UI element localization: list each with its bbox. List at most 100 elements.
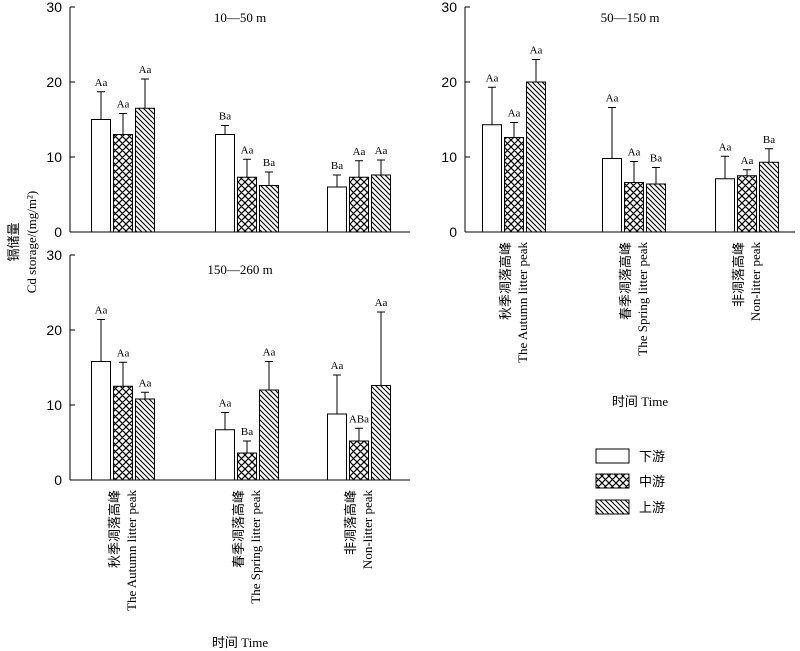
y-tick-label: 20 [441, 74, 457, 90]
y-axis-title-en: Cd storage/(mg/m²) [24, 191, 39, 293]
bar [737, 175, 757, 233]
chart-panel-bottom-left: 0 10 20 30 150—260 m Aa Aa Aa Aa Ba ABa Aa Aa Aa [46, 247, 410, 488]
legend-swatch [595, 499, 630, 515]
bar [113, 134, 133, 233]
category-label-bottom-left: 非凋落高峰 Non-litter peak [343, 490, 375, 570]
significance-label: Aa [606, 93, 619, 105]
significance-label: Aa [263, 347, 276, 359]
y-tick-label: 10 [441, 149, 457, 165]
bar [135, 107, 155, 233]
bar [237, 452, 257, 481]
bar [624, 182, 644, 233]
category-label-zh: 春季凋落高峰 [231, 490, 246, 568]
bar [135, 398, 155, 481]
bar [113, 385, 133, 481]
bar [215, 134, 235, 233]
panel-title: 150—260 m [207, 262, 272, 277]
y-tick-label: 30 [441, 0, 457, 15]
y-tick-label: 20 [46, 74, 62, 90]
significance-label: Ba [650, 153, 662, 165]
y-tick-label: 0 [54, 472, 62, 488]
significance-label: ABa [349, 413, 369, 425]
category-label-bottom-left: 春季凋落高峰 The Spring litter peak [231, 490, 263, 604]
y-axis-title-zh: 镉储量 [6, 222, 21, 261]
category-label-en: The Spring litter peak [248, 490, 263, 604]
category-label-en: The Autumn litter peak [124, 490, 139, 611]
y-tick-label: 0 [449, 224, 457, 240]
chart-panel-top-left: 0 10 20 30 10—50 m Aa Ba Ba Aa Aa Aa Aa Ba Aa [46, 0, 410, 240]
significance-label: Aa [139, 64, 152, 76]
category-label-en: The Spring litter peak [635, 242, 650, 356]
bar [91, 119, 111, 233]
significance-label: Aa [375, 145, 388, 157]
category-label-top-right: 春季凋落高峰 The Spring litter peak [618, 242, 650, 356]
y-tick-label: 10 [46, 149, 62, 165]
significance-label: Aa [628, 147, 641, 159]
significance-label: Ba [263, 157, 275, 169]
x-axis-title: 时间 Time [612, 394, 668, 409]
significance-label: Ba [763, 134, 775, 146]
y-tick-label: 0 [54, 224, 62, 240]
significance-label: Ba [219, 111, 231, 123]
bar [759, 161, 779, 233]
significance-label: Aa [117, 347, 130, 359]
bar [482, 124, 502, 233]
significance-label: Aa [95, 305, 108, 317]
bar [91, 361, 111, 481]
bar [349, 176, 369, 233]
category-label-zh: 秋季凋落高峰 [107, 490, 122, 568]
significance-label: Aa [486, 72, 499, 84]
bar [259, 185, 279, 233]
category-label-top-right: 秋季凋落高峰 The Autumn litter peak [498, 242, 530, 363]
bar [259, 389, 279, 481]
significance-label: Aa [719, 141, 732, 153]
bar [237, 176, 257, 233]
y-tick-label: 20 [46, 322, 62, 338]
significance-label: Aa [95, 77, 108, 89]
category-label-en: Non-litter peak [360, 490, 375, 570]
significance-label: Aa [530, 45, 543, 57]
category-label-top-right: 非凋落高峰 Non-litter peak [731, 242, 763, 322]
bar [327, 186, 347, 233]
category-label-en: Non-litter peak [748, 242, 763, 322]
y-axis-title: 镉储量 Cd storage/(mg/m²) [6, 191, 39, 293]
bar [602, 158, 622, 233]
significance-label: Ba [241, 426, 253, 438]
legend-label: 上游 [639, 500, 665, 515]
significance-label: Aa [241, 144, 254, 156]
category-label-bottom-left: 秋季凋落高峰 The Autumn litter peak [107, 490, 139, 611]
significance-label: Aa [117, 99, 130, 111]
significance-label: Aa [353, 146, 366, 158]
category-label-zh: 非凋落高峰 [731, 242, 746, 307]
y-tick-label: 10 [46, 397, 62, 413]
significance-label: Aa [219, 398, 232, 410]
bar [215, 429, 235, 481]
y-tick-label: 30 [46, 247, 62, 263]
significance-label: Aa [741, 155, 754, 167]
category-label-en: The Autumn litter peak [515, 242, 530, 363]
bar [349, 440, 369, 481]
category-label-zh: 秋季凋落高峰 [498, 242, 513, 320]
bar [327, 413, 347, 481]
y-tick-label: 30 [46, 0, 62, 15]
legend-label: 中游 [639, 474, 665, 489]
bar [715, 178, 735, 233]
panel-title: 10—50 m [214, 10, 266, 25]
x-axis-title: 时间 Time [212, 635, 268, 650]
bar [504, 137, 524, 233]
significance-label: Aa [375, 297, 388, 309]
significance-label: Ba [331, 160, 343, 172]
chart-panel-top-right: 0 10 20 30 50—150 m Aa Aa Aa Aa Aa Aa Aa Ba Ba [441, 0, 795, 240]
bar [371, 385, 391, 481]
significance-label: Aa [139, 377, 152, 389]
category-label-zh: 非凋落高峰 [343, 490, 358, 555]
significance-label: Aa [508, 108, 521, 120]
category-label-zh: 春季凋落高峰 [618, 242, 633, 320]
legend-swatch [595, 448, 630, 464]
bar [646, 183, 666, 233]
panel-title: 50—150 m [601, 10, 660, 25]
legend-label: 下游 [639, 449, 665, 464]
legend-swatch [595, 473, 630, 489]
